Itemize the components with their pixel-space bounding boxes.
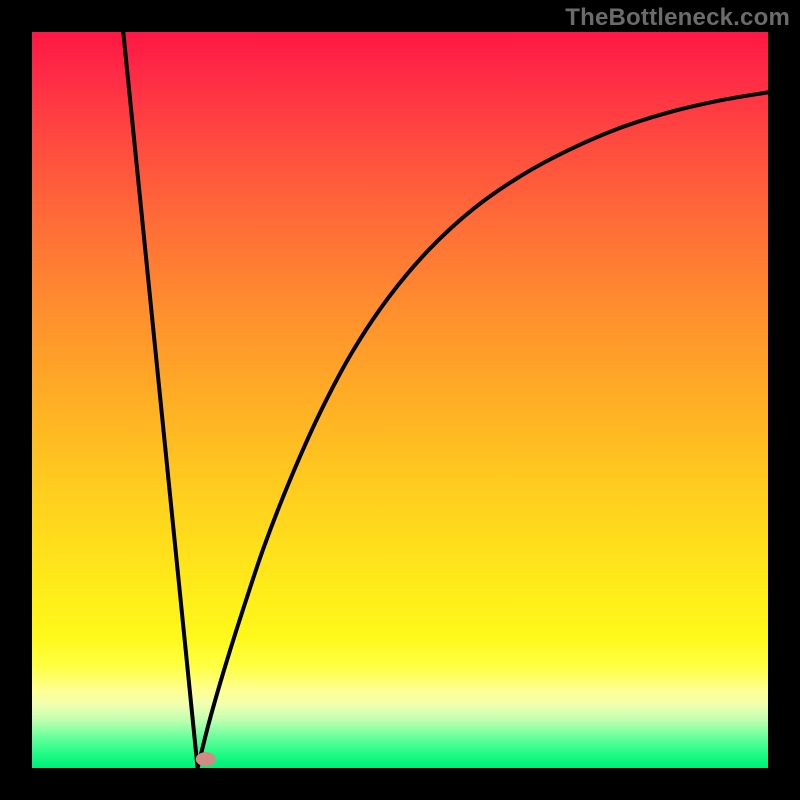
plot-background	[32, 32, 768, 768]
min-marker	[196, 752, 216, 766]
chart-canvas	[0, 0, 800, 800]
watermark: TheBottleneck.com	[565, 4, 790, 32]
